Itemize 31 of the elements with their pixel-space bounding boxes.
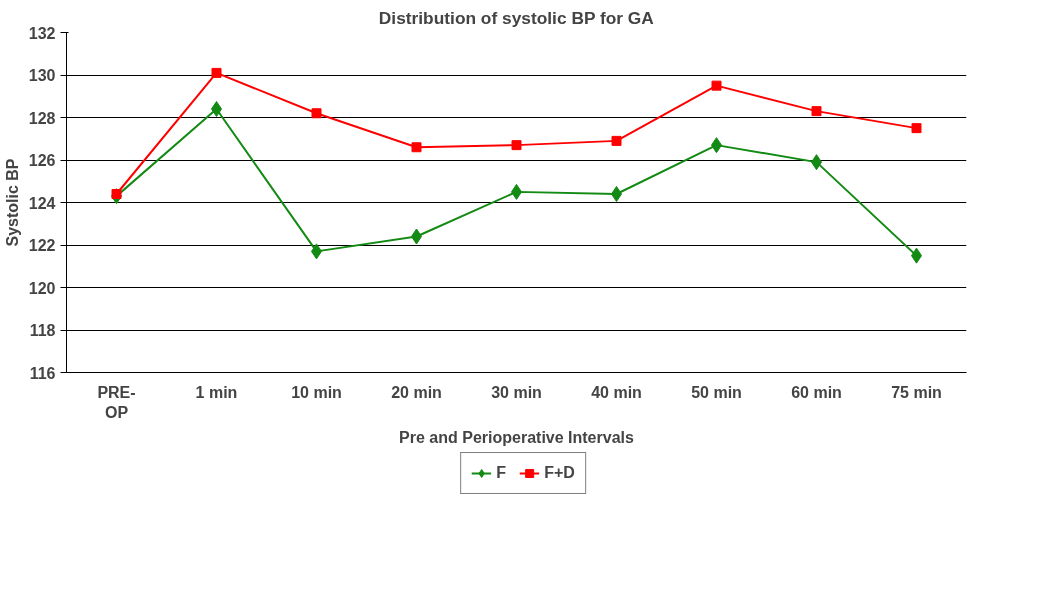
y-axis-title: Systolic BP	[3, 158, 21, 247]
point	[411, 142, 422, 153]
chart-title: Distribution of systolic BP for GA	[378, 7, 655, 28]
point	[711, 80, 722, 91]
point	[811, 106, 822, 117]
y-tick-label: 132	[28, 24, 56, 42]
x-tick-label: 20 min	[391, 383, 442, 401]
x-tick-label: 1 min	[195, 383, 238, 401]
y-tick-label: 124	[28, 194, 56, 212]
x-tick-label: 30 min	[491, 383, 542, 401]
y-tick-label: 116	[29, 364, 56, 382]
x-tick-label: PRE-OP	[97, 383, 136, 421]
y-tick-label: 128	[28, 109, 56, 127]
x-tick-label: 75 min	[891, 383, 942, 401]
x-axis-title: Pre and Perioperative Intervals	[399, 428, 634, 446]
point	[911, 123, 922, 134]
legend-label: F	[496, 464, 507, 482]
x-tick-label: 40 min	[591, 383, 642, 401]
x-tick-label: 60 min	[791, 383, 842, 401]
x-tick-label: 50 min	[691, 383, 742, 401]
y-tick-label: 120	[28, 279, 56, 297]
x-tick-label: 10 min	[291, 383, 342, 401]
point	[311, 108, 322, 119]
point	[511, 140, 522, 151]
y-tick-label: 118	[29, 322, 56, 339]
y-tick-label: 126	[28, 152, 56, 169]
point	[211, 67, 222, 78]
point	[611, 135, 622, 146]
y-tick-label: 122	[28, 237, 56, 254]
y-tick-label: 130	[28, 67, 56, 84]
legend-label: F+D	[544, 464, 575, 482]
